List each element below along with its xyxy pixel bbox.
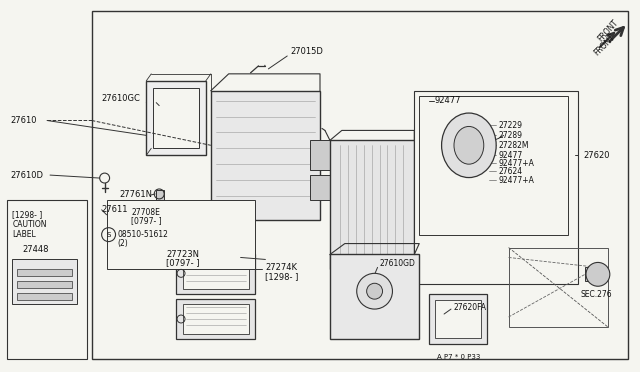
Circle shape (463, 140, 475, 151)
Text: 27282M: 27282M (499, 141, 529, 150)
Text: 27624: 27624 (499, 167, 523, 176)
Bar (330, 140, 414, 269)
Bar (330, 254, 419, 339)
Bar (107, 200, 255, 269)
Text: 92477: 92477 (499, 151, 523, 160)
Bar (12, 259, 77, 304)
Bar (156, 190, 164, 200)
Text: 27274K: 27274K (266, 263, 298, 272)
Bar (183, 304, 248, 334)
Circle shape (367, 283, 383, 299)
Bar (211, 91, 320, 220)
Text: A P7 * 0 P33: A P7 * 0 P33 (437, 354, 481, 360)
Text: 92477: 92477 (434, 96, 461, 105)
Bar (435, 300, 481, 338)
Bar (429, 294, 487, 344)
Bar (17, 293, 72, 300)
Text: CAUTION: CAUTION (12, 220, 47, 229)
Text: 27015D: 27015D (290, 46, 323, 55)
Bar (92, 11, 628, 359)
Text: 27611: 27611 (102, 205, 128, 214)
Text: 27761N: 27761N (120, 190, 152, 199)
Bar (176, 254, 255, 294)
Circle shape (586, 262, 610, 286)
Text: 27610GD: 27610GD (380, 259, 415, 268)
Text: 27620FA: 27620FA (454, 302, 487, 312)
Bar (585, 267, 598, 281)
Text: (2): (2) (118, 239, 128, 248)
Text: 27289: 27289 (499, 131, 523, 140)
Bar (156, 191, 162, 197)
Text: 27708E: 27708E (131, 208, 160, 217)
Bar (509, 247, 608, 327)
Bar (310, 175, 330, 200)
Text: 27448: 27448 (22, 245, 49, 254)
Ellipse shape (454, 126, 484, 164)
Circle shape (356, 273, 392, 309)
Ellipse shape (442, 113, 496, 177)
Text: 92477+A: 92477+A (499, 176, 534, 185)
Text: [0797- ]: [0797- ] (166, 258, 200, 267)
Text: 27610GC: 27610GC (102, 94, 141, 103)
Bar (17, 281, 72, 288)
Text: SEC.276: SEC.276 (580, 290, 612, 299)
Bar (414, 91, 578, 284)
Bar (153, 88, 199, 148)
Polygon shape (211, 74, 320, 91)
Text: 27610: 27610 (10, 116, 37, 125)
Text: 27229: 27229 (499, 121, 523, 130)
Polygon shape (330, 131, 414, 140)
Text: 27620: 27620 (583, 151, 609, 160)
Bar (419, 96, 568, 235)
Text: 08510-51612: 08510-51612 (118, 230, 168, 239)
Text: [0797- ]: [0797- ] (131, 216, 162, 225)
Bar (147, 81, 206, 155)
Bar (17, 269, 72, 276)
Bar (176, 299, 255, 339)
Text: FRONT: FRONT (592, 33, 617, 57)
Polygon shape (330, 244, 419, 254)
Text: 27610D: 27610D (10, 171, 44, 180)
Text: 27723N: 27723N (166, 250, 199, 259)
Text: [1298- ]: [1298- ] (266, 272, 299, 281)
Text: S: S (106, 232, 111, 238)
Text: LABEL: LABEL (12, 230, 36, 239)
Text: [1298- ]: [1298- ] (12, 210, 43, 219)
Text: 92477+A: 92477+A (499, 159, 534, 168)
Bar (310, 140, 330, 170)
Bar (183, 259, 248, 289)
Text: FRONT: FRONT (596, 18, 620, 43)
Bar (7, 200, 87, 359)
